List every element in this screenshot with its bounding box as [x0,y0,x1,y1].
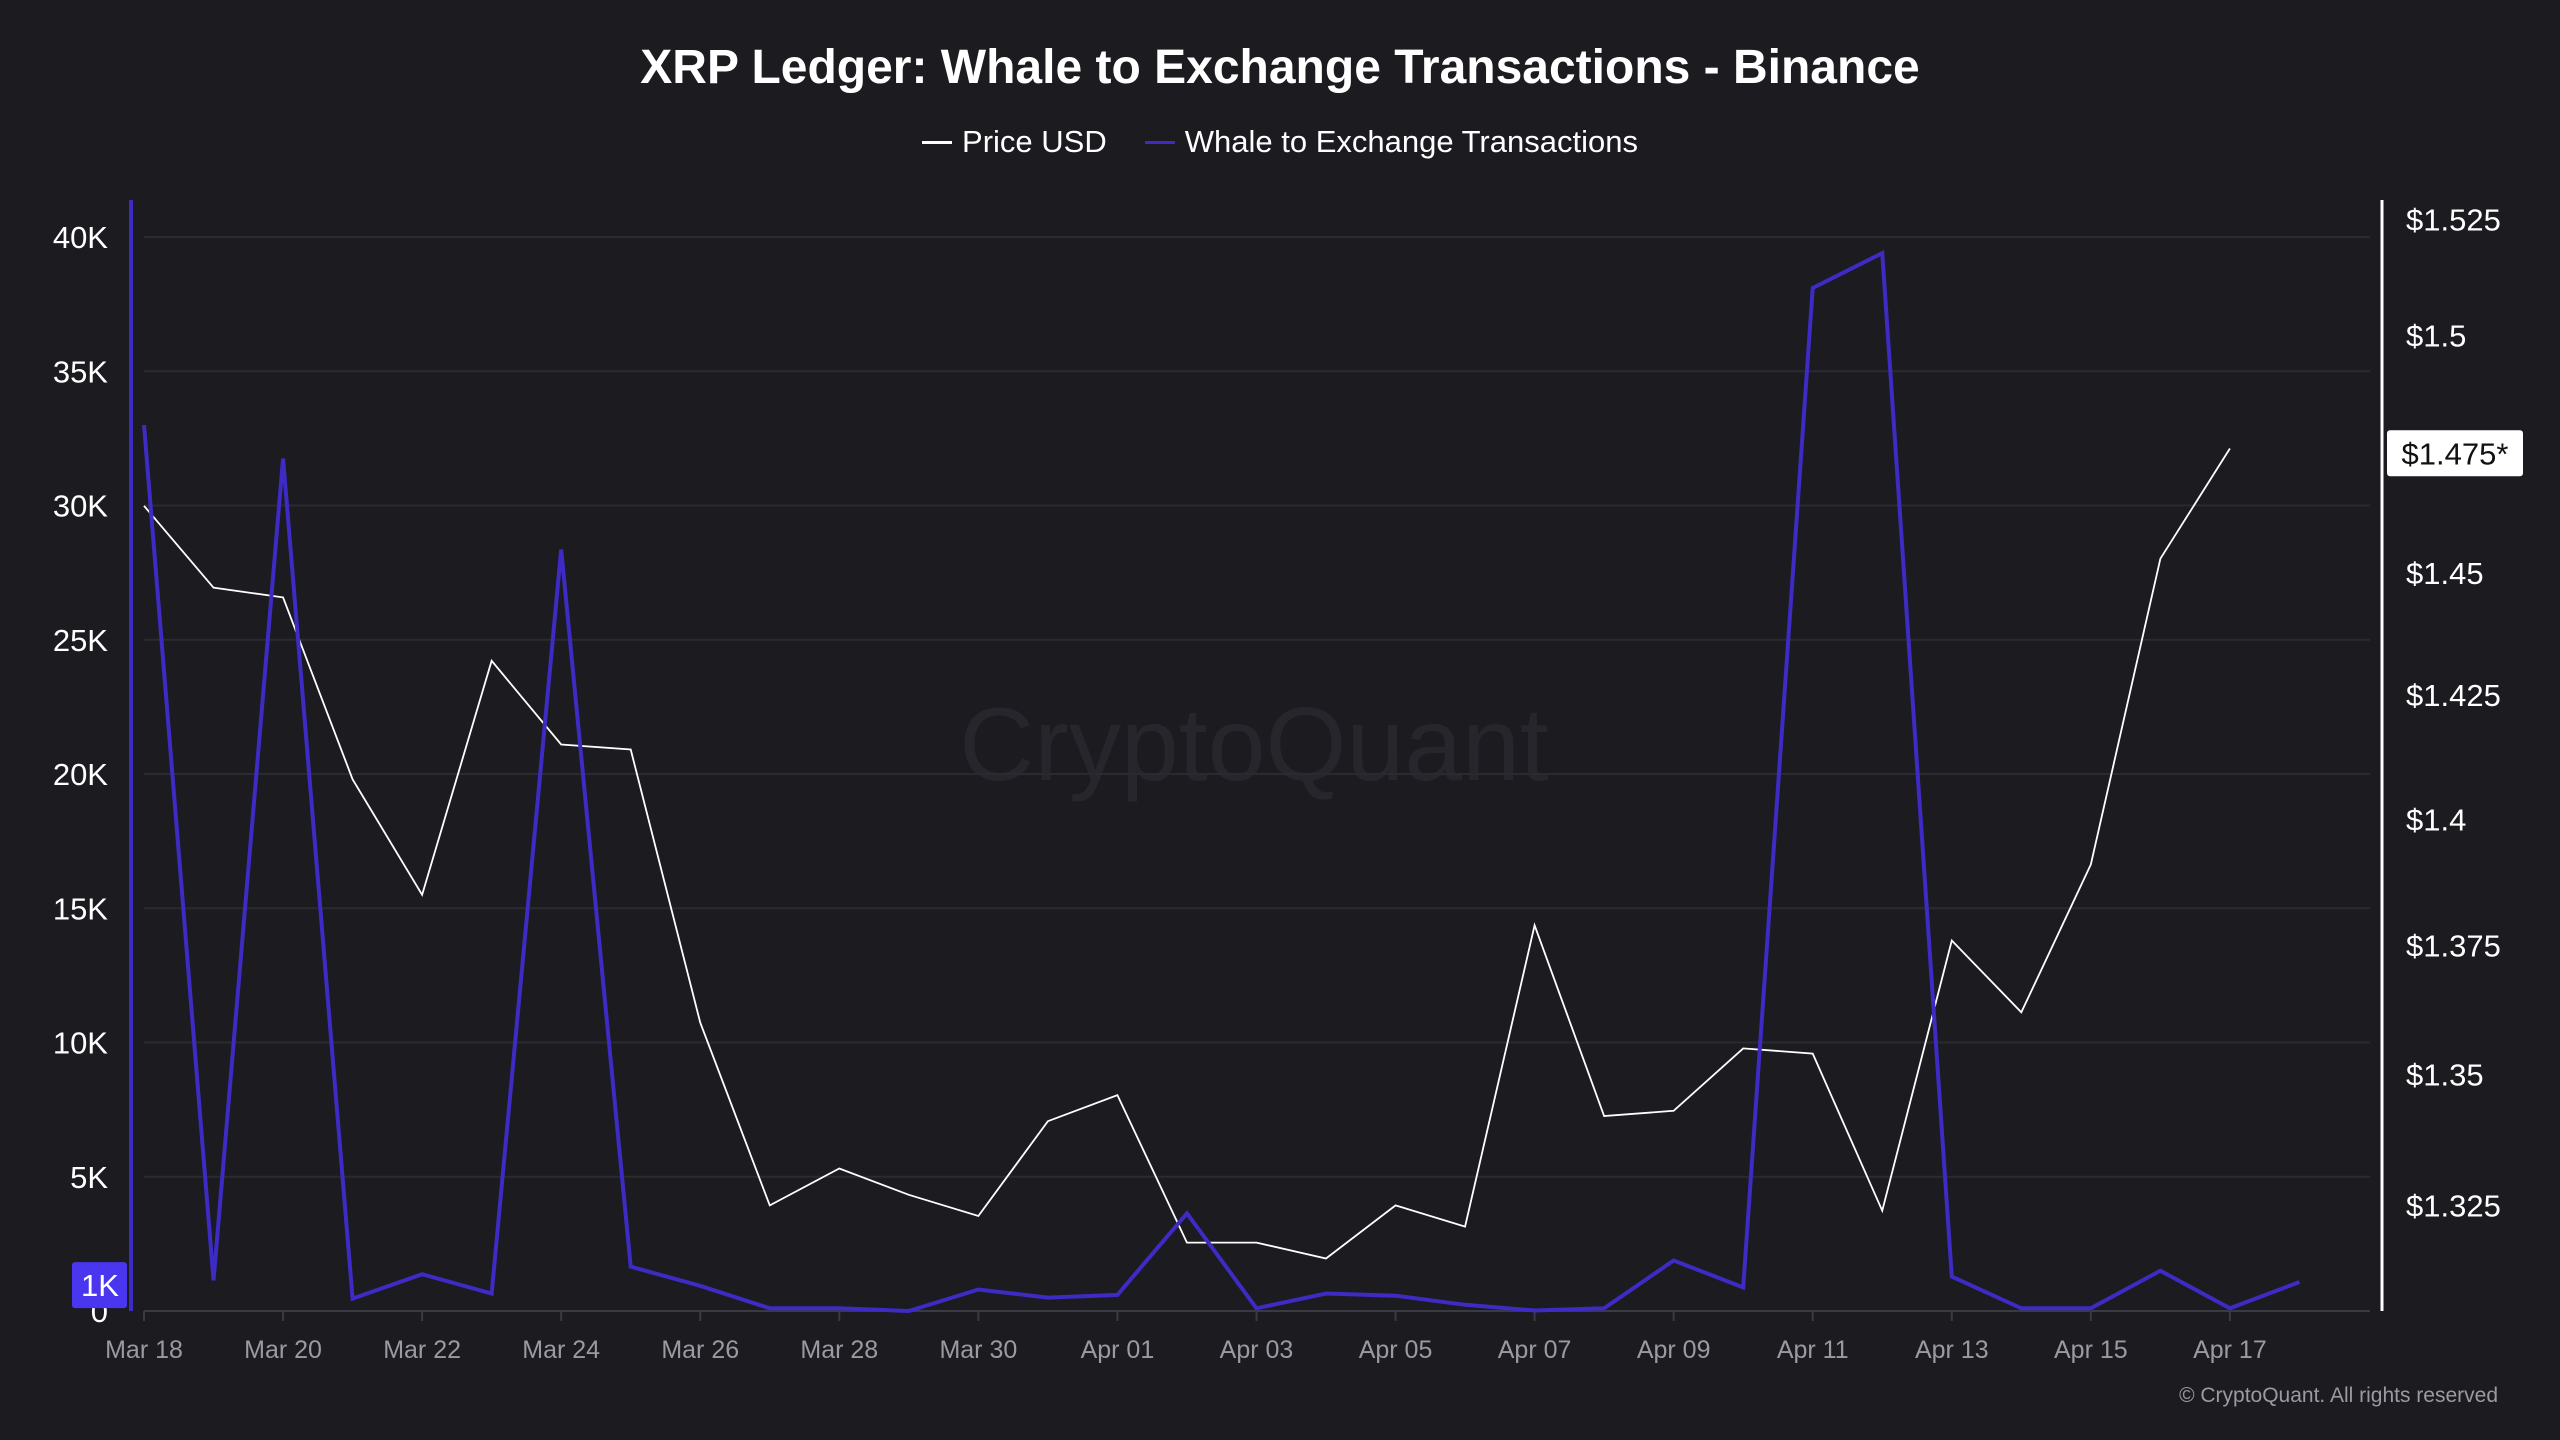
left-tick-label: 40K [53,220,108,255]
x-tick-label: Apr 13 [1915,1336,1989,1364]
legend-swatch-whale [1144,140,1175,144]
x-tick-label: Apr 07 [1498,1336,1572,1364]
x-tick-label: Mar 26 [661,1336,739,1364]
x-tick-label: Apr 15 [2054,1336,2128,1364]
watermark: CryptoQuant [959,687,1549,803]
left-tick-label: 15K [53,891,108,926]
x-tick-label: Apr 11 [1777,1336,1849,1364]
legend-label-price: Price USD [962,124,1107,159]
left-tick-label: 35K [53,354,108,389]
chart-title: XRP Ledger: Whale to Exchange Transactio… [640,41,1920,94]
legend-swatch-price [922,140,953,144]
x-tick-label: Mar 20 [244,1336,322,1364]
right-tick-label: $1.425 [2406,678,2501,713]
right-tick-label: $1.4 [2406,802,2466,837]
left-tick-label: 10K [53,1026,108,1061]
copyright: © CryptoQuant. All rights reserved [2179,1384,2498,1407]
x-tick-label: Apr 17 [2193,1336,2267,1364]
x-tick-label: Mar 30 [939,1336,1017,1364]
left-tick-label: 5K [70,1160,108,1195]
legend-item-price[interactable]: Price USD [922,124,1107,160]
price-usd-line [143,448,2231,1260]
left-tick-label: 25K [53,623,108,658]
right-tick-label: $1.525 [2406,203,2501,238]
right-tick-label: $1.45 [2406,556,2484,591]
x-tick-label: Apr 09 [1637,1336,1711,1364]
right-tick-label: $1.5 [2406,318,2466,353]
legend-label-whale: Whale to Exchange Transactions [1184,124,1638,159]
x-tick-label: Mar 22 [383,1336,461,1364]
x-tick-label: Apr 05 [1359,1336,1433,1364]
current-price-label: $1.475* [2402,436,2509,471]
x-tick-label: Mar 28 [800,1336,878,1364]
legend: Price USD Whale to Exchange Transactions [0,124,2560,160]
x-tick-label: Apr 01 [1081,1336,1155,1364]
whale-transactions-line [142,249,2301,1314]
x-tick-label: Mar 18 [105,1336,183,1364]
right-tick-label: $1.35 [2406,1057,2484,1092]
left-axis-marker-badge [72,1262,127,1309]
x-tick-label: Apr 03 [1220,1336,1294,1364]
left-tick-label: 30K [53,489,108,524]
left-tick-label: 20K [53,757,108,792]
left-axis-marker-label: 1K [81,1268,119,1303]
right-tick-label: $1.325 [2406,1188,2501,1223]
current-price-badge [2387,430,2523,477]
right-tick-label: $1.375 [2406,929,2501,964]
legend-item-whale[interactable]: Whale to Exchange Transactions [1144,124,1638,160]
x-tick-label: Mar 24 [522,1336,600,1364]
